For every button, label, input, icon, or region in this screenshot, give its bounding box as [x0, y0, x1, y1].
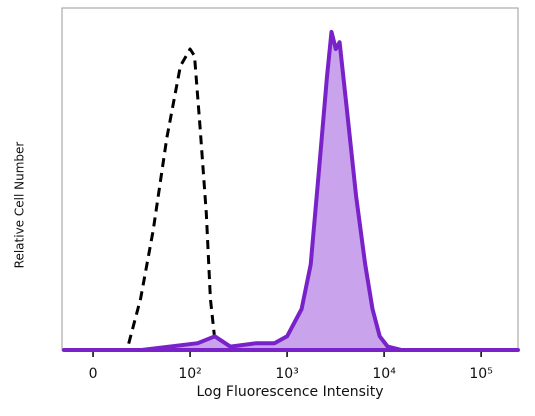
histogram-line [73, 47, 249, 352]
x-tick-label: 10⁵ [469, 366, 492, 382]
x-tick-label: 10³ [275, 366, 298, 382]
x-tick-label: 0 [89, 366, 98, 382]
x-tick-label: 10² [178, 366, 201, 382]
y-axis-label: Relative Cell Number [13, 142, 27, 269]
plot-frame [61, 7, 519, 351]
x-tick-label: 10⁴ [372, 366, 396, 382]
x-axis-label: Log Fluorescence Intensity [196, 384, 383, 400]
histogram-area [61, 29, 520, 352]
